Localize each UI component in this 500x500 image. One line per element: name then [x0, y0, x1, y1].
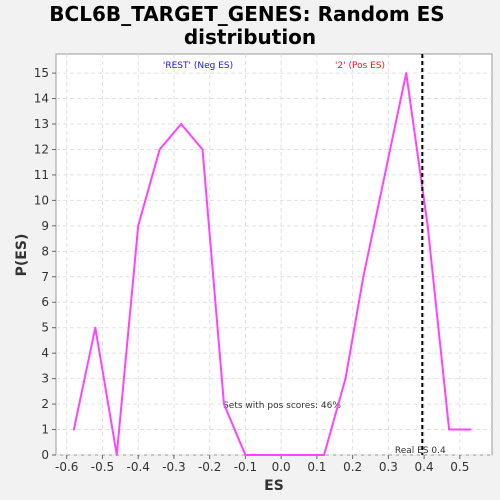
- data-point: [323, 454, 326, 456]
- series-line: [72, 72, 471, 456]
- x-tick-label: 0.4: [415, 460, 434, 474]
- y-tick-label: 4: [41, 346, 49, 360]
- y-tick-label: 9: [41, 219, 49, 233]
- pos-scores-note: Sets with pos scores: 46%: [223, 401, 341, 411]
- x-tick-label: -0.6: [55, 460, 78, 474]
- y-tick-label: 8: [41, 244, 49, 258]
- data-point: [222, 403, 225, 406]
- plot-area: [55, 53, 493, 456]
- x-tick-label: 0.3: [379, 460, 398, 474]
- chart-title-line1: BCL6B_TARGET_GENES: Random ES: [49, 2, 444, 26]
- y-tick-label: 15: [34, 66, 49, 80]
- data-point: [115, 454, 118, 456]
- data-point: [448, 428, 451, 431]
- neg-es-label: 'REST' (Neg ES): [163, 61, 233, 71]
- data-point: [280, 454, 283, 456]
- real-es-label: Real ES 0.4: [395, 446, 446, 456]
- pos-es-label: '2' (Pos ES): [335, 61, 385, 71]
- x-tick-label: 0.2: [343, 460, 362, 474]
- y-tick-label: 1: [41, 423, 49, 437]
- y-tick-label: 2: [41, 397, 49, 411]
- y-tick-label: 5: [41, 321, 49, 335]
- data-point: [405, 72, 408, 75]
- series-group: [72, 72, 472, 456]
- y-tick-label: 10: [34, 193, 49, 207]
- x-tick-label: -0.4: [126, 460, 149, 474]
- x-axis-ticks: -0.6 -0.5 -0.4 -0.3 -0.2 -0.1 0.0 0.1 0.2 0.3 0.4 0…: [55, 455, 469, 474]
- data-point: [383, 173, 386, 176]
- y-tick-label: 0: [41, 448, 49, 462]
- data-point: [94, 326, 97, 329]
- data-point: [180, 123, 183, 126]
- x-axis-label: ES: [264, 478, 284, 494]
- y-tick-label: 11: [34, 168, 49, 182]
- data-point: [426, 224, 429, 227]
- y-tick-label: 7: [41, 270, 49, 284]
- data-point: [344, 377, 347, 380]
- data-point: [201, 148, 204, 151]
- x-tick-label: 0.1: [307, 460, 326, 474]
- x-tick-label: -0.5: [91, 460, 114, 474]
- grid: [56, 54, 492, 456]
- chart-title-line2: distribution: [184, 25, 316, 49]
- y-tick-label: 3: [41, 372, 49, 386]
- y-tick-label: 13: [34, 117, 49, 131]
- real-es-group: Real ES 0.4: [395, 54, 446, 456]
- y-axis-label: P(ES): [14, 234, 30, 277]
- data-point: [158, 148, 161, 151]
- y-tick-label: 12: [34, 142, 49, 156]
- x-tick-label: -0.3: [162, 460, 185, 474]
- y-tick-label: 6: [41, 295, 49, 309]
- x-tick-label: 0.0: [272, 460, 291, 474]
- data-point: [469, 428, 472, 431]
- data-point: [72, 428, 75, 431]
- y-tick-label: 14: [34, 92, 49, 106]
- x-tick-label: -0.1: [234, 460, 257, 474]
- data-point: [244, 454, 247, 456]
- data-point: [137, 224, 140, 227]
- data-point: [362, 275, 365, 278]
- x-tick-label: -0.2: [198, 460, 221, 474]
- x-tick-label: 0.5: [450, 460, 469, 474]
